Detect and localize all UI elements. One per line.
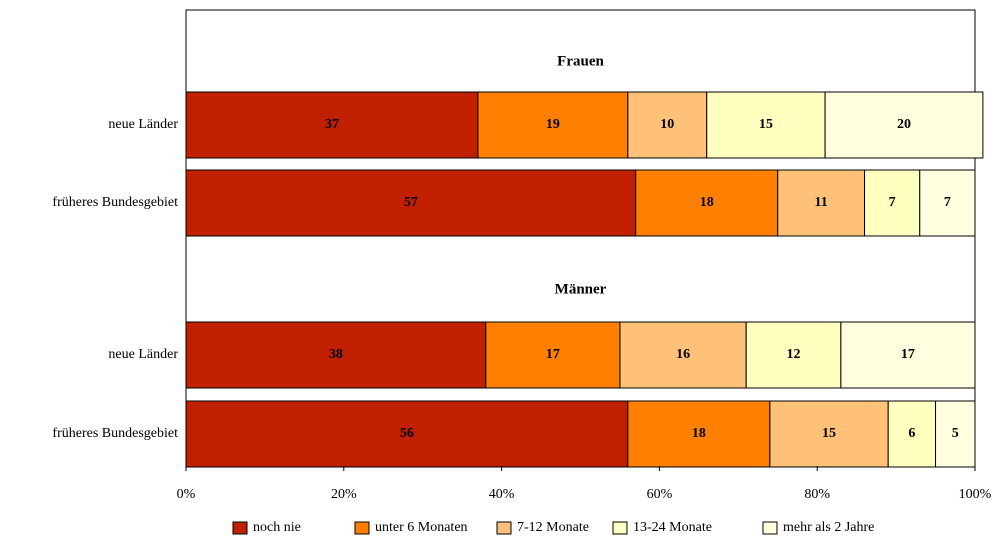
data-label: 20 (897, 117, 911, 132)
x-tick-label: 100% (959, 487, 992, 502)
bar-segment (619, 321, 747, 389)
data-label: 7 (889, 195, 896, 210)
legend-swatch (354, 521, 370, 535)
legend-label: mehr als 2 Jahre (783, 520, 874, 535)
data-label: 7 (944, 195, 951, 210)
legend-swatch (762, 521, 778, 535)
data-label: 15 (822, 426, 836, 441)
category-label: früheres Bundesgebiet (52, 426, 178, 441)
data-label: 17 (901, 347, 915, 362)
plot-area (185, 9, 976, 467)
data-label: 19 (546, 117, 560, 132)
x-tick-label: 80% (804, 487, 830, 502)
data-label: 5 (952, 426, 959, 441)
bar-segment (887, 400, 937, 468)
data-label: 37 (325, 117, 339, 132)
bar-segment (185, 91, 479, 159)
legend-swatch (496, 521, 512, 535)
bar-segment (635, 169, 779, 237)
x-tick-label: 60% (647, 487, 673, 502)
bar-segment (485, 321, 621, 389)
data-label: 57 (404, 195, 418, 210)
bar-segment (840, 321, 976, 389)
legend-label: noch nie (253, 520, 301, 535)
bar-segment (864, 169, 921, 237)
bar-segment (769, 400, 889, 468)
category-label: früheres Bundesgebiet (52, 195, 178, 210)
legend-swatch (612, 521, 628, 535)
group-label: Frauen (557, 53, 604, 69)
bar-segment (477, 91, 629, 159)
data-label: 18 (692, 426, 706, 441)
bar-segment (706, 91, 826, 159)
bar-segment (935, 400, 976, 468)
data-label: 56 (400, 426, 414, 441)
category-label: neue Länder (108, 347, 178, 362)
bar-segment (824, 91, 984, 159)
legend-label: 7-12 Monate (517, 520, 589, 535)
data-label: 38 (329, 347, 343, 362)
data-label: 12 (787, 347, 801, 362)
legend-label: unter 6 Monaten (375, 520, 468, 535)
category-label: neue Länder (108, 117, 178, 132)
legend-label: 13-24 Monate (633, 520, 712, 535)
data-label: 16 (676, 347, 690, 362)
legend-swatch (232, 521, 248, 535)
data-label: 6 (908, 426, 915, 441)
bar-segment (627, 91, 708, 159)
group-label: Männer (555, 281, 607, 297)
x-tick-label: 20% (331, 487, 357, 502)
bar-segment (627, 400, 771, 468)
bar-segment (185, 400, 629, 468)
data-label: 11 (815, 195, 828, 210)
bar-segment (777, 169, 866, 237)
x-tick-label: 40% (489, 487, 515, 502)
data-label: 18 (700, 195, 714, 210)
bar-segment (185, 169, 637, 237)
data-label: 15 (759, 117, 773, 132)
bar-segment (919, 169, 976, 237)
data-label: 10 (660, 117, 674, 132)
bar-segment (745, 321, 842, 389)
data-label: 17 (546, 347, 560, 362)
x-tick-label: 0% (177, 487, 196, 502)
